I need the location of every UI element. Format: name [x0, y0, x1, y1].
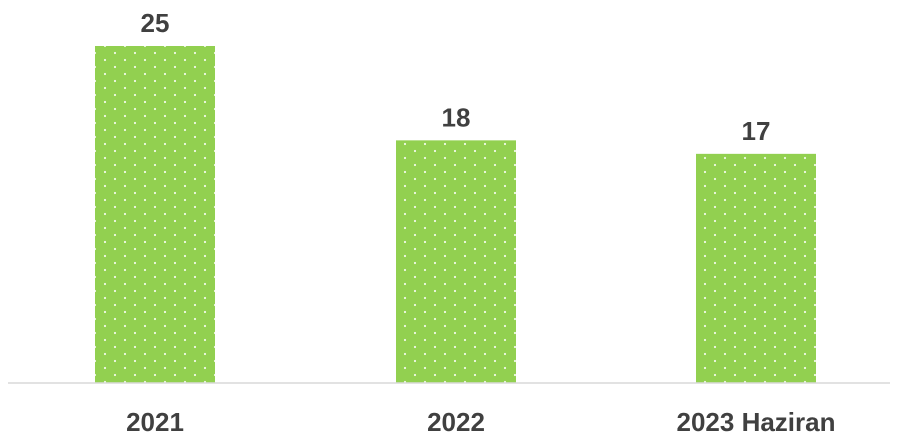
bars-group — [95, 46, 816, 383]
bar-2021 — [95, 46, 215, 383]
value-label-2023-haziran: 17 — [742, 116, 771, 146]
x-tick-labels-group: 2021 2022 2023 Haziran — [126, 407, 835, 437]
value-label-2021: 25 — [141, 8, 170, 38]
x-tick-label-2021: 2021 — [126, 407, 184, 437]
x-tick-label-2022: 2022 — [427, 407, 485, 437]
bar-2023-haziran — [696, 153, 816, 383]
value-labels-group: 25 18 17 — [141, 8, 771, 146]
value-label-2022: 18 — [442, 102, 471, 132]
x-tick-label-2023-haziran: 2023 Haziran — [677, 407, 836, 437]
bar-2022 — [396, 140, 516, 383]
